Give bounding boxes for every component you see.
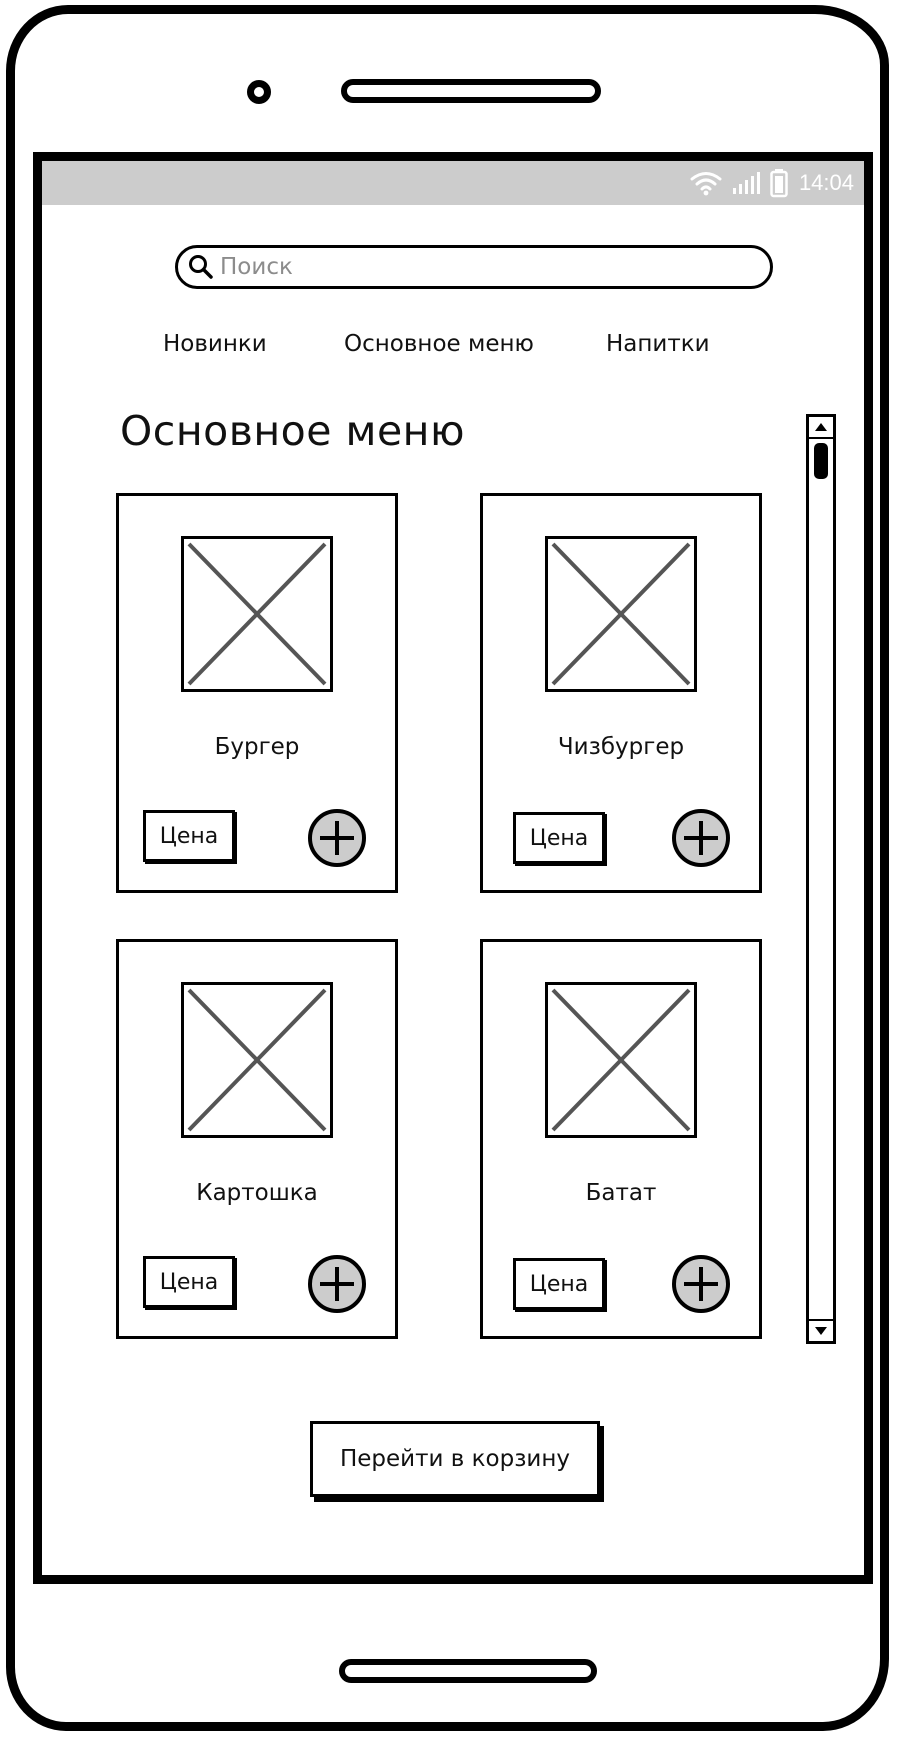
speaker-grille (341, 79, 601, 103)
tab-new[interactable]: Новинки (163, 331, 267, 357)
status-icons: 14:04 (689, 161, 854, 205)
wifi-icon (690, 172, 722, 196)
screen: 14:04 Новинки Основное меню Напитки Осно… (33, 152, 873, 1584)
add-to-cart-button[interactable] (671, 1254, 731, 1314)
product-name: Картошка (196, 1180, 318, 1206)
page-title: Основное меню (120, 407, 465, 455)
tab-main-menu[interactable]: Основное меню (344, 331, 534, 357)
price-button[interactable]: Цена (513, 1258, 605, 1310)
image-placeholder-icon (181, 982, 333, 1138)
add-to-cart-button[interactable] (307, 1254, 367, 1314)
add-to-cart-button[interactable] (671, 808, 731, 868)
image-placeholder-icon (545, 536, 697, 692)
price-button[interactable]: Цена (143, 810, 235, 862)
scrollbar[interactable] (806, 414, 836, 1344)
image-placeholder-icon (545, 982, 697, 1138)
product-card[interactable]: Картошка Цена (116, 939, 398, 1339)
camera-icon (247, 80, 271, 104)
home-button[interactable] (339, 1659, 597, 1683)
product-card[interactable]: Чизбургер Цена (480, 493, 762, 893)
product-name: Бургер (214, 734, 300, 760)
signal-icon (732, 172, 760, 194)
tab-drinks[interactable]: Напитки (606, 331, 710, 357)
image-placeholder-icon (181, 536, 333, 692)
plus-circle-icon (672, 809, 730, 867)
scroll-up-arrow-icon[interactable] (809, 417, 833, 439)
search-input[interactable] (220, 254, 740, 280)
product-card[interactable]: Батат Цена (480, 939, 762, 1339)
status-time: 14:04 (798, 170, 854, 195)
plus-circle-icon (672, 1255, 730, 1313)
status-bar: 14:04 (42, 161, 864, 205)
category-tabs: Новинки Основное меню Напитки (42, 331, 864, 371)
search-icon (189, 255, 213, 279)
go-to-cart-button[interactable]: Перейти в корзину (310, 1421, 600, 1497)
product-name: Чизбургер (557, 734, 685, 760)
product-name: Батат (585, 1180, 657, 1206)
add-to-cart-button[interactable] (307, 808, 367, 868)
plus-circle-icon (308, 809, 366, 867)
battery-icon (770, 169, 788, 198)
price-button[interactable]: Цена (513, 812, 605, 864)
scroll-down-arrow-icon[interactable] (809, 1319, 833, 1341)
product-card[interactable]: Бургер Цена (116, 493, 398, 893)
plus-circle-icon (308, 1255, 366, 1313)
search-bar[interactable] (175, 245, 773, 289)
price-button[interactable]: Цена (143, 1256, 235, 1308)
scroll-thumb[interactable] (814, 443, 828, 479)
